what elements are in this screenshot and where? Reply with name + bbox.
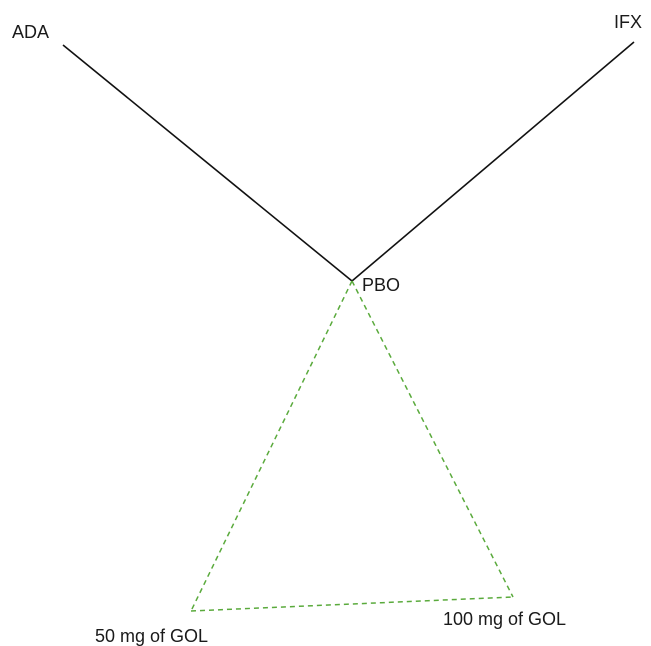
node-label-ada: ADA xyxy=(12,22,49,42)
edge-ada-pbo xyxy=(62,44,353,282)
edge-pbo-gol100 xyxy=(351,280,514,598)
node-label-gol100: 100 mg of GOL xyxy=(443,609,566,629)
node-label-ifx: IFX xyxy=(614,12,642,32)
edge-pbo-gol50 xyxy=(190,280,353,612)
edge-ifx-pbo xyxy=(351,41,635,282)
node-label-pbo: PBO xyxy=(362,275,400,295)
node-label-gol50: 50 mg of GOL xyxy=(95,626,208,646)
